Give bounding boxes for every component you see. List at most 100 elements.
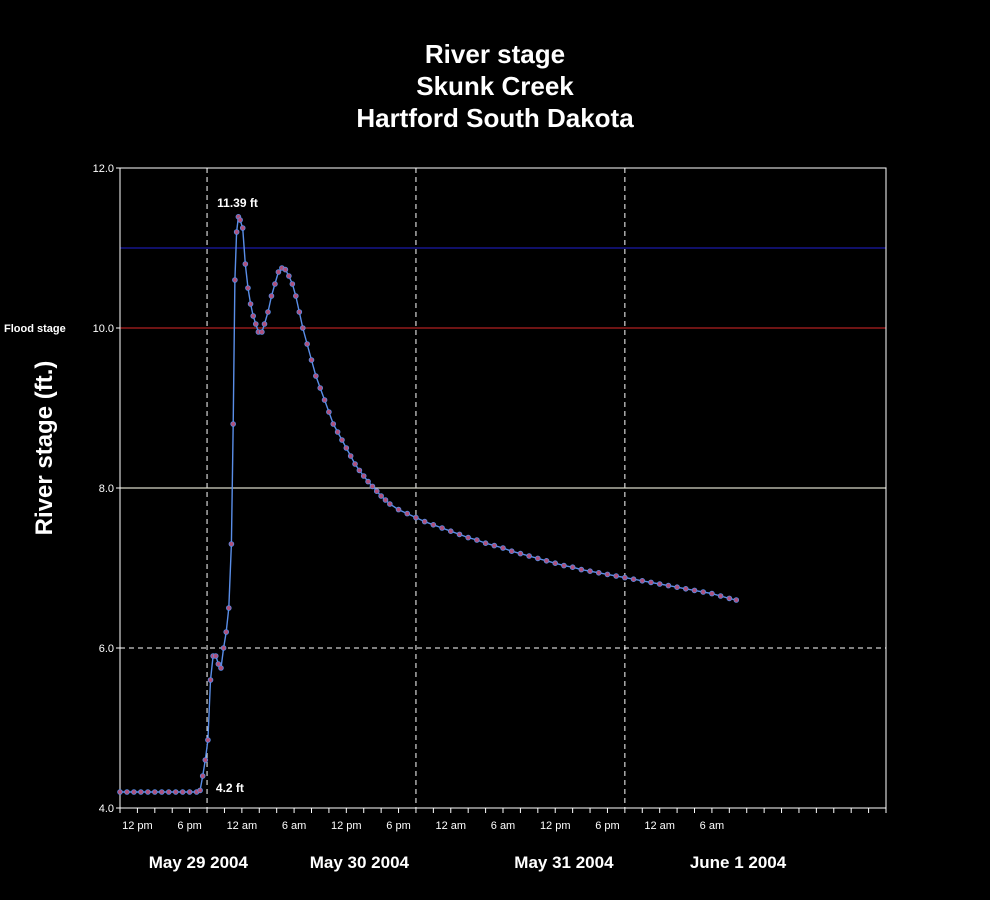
data-point-16	[207, 677, 214, 683]
data-point-58	[339, 437, 345, 443]
x-tick-label-5: 6 pm	[386, 820, 410, 832]
date-labels: May 29 2004 May 30 2004 May 31 2004 June 1 …	[149, 853, 787, 872]
data-point-42	[275, 269, 282, 275]
data-point-70	[395, 506, 402, 513]
data-point-3	[138, 789, 144, 795]
title-line-1: River stage	[424, 39, 566, 69]
data-point-52	[313, 373, 319, 379]
data-point-14	[202, 757, 209, 763]
data-point-53	[317, 385, 324, 391]
data-point-54	[321, 397, 328, 403]
x-tick-label-0: 12 pm	[122, 820, 153, 832]
data-point-27	[233, 229, 240, 235]
data-point-86	[535, 555, 541, 562]
data-point-93	[595, 569, 602, 576]
data-point-67	[378, 493, 384, 499]
data-point-103	[682, 585, 689, 592]
data-point-92	[587, 568, 593, 574]
data-point-90	[569, 564, 576, 570]
data-point-59	[343, 445, 350, 451]
data-point-34	[250, 313, 256, 319]
data-point-65	[369, 483, 376, 490]
data-point-48	[296, 309, 303, 315]
data-point-94	[604, 571, 611, 578]
x-tick-label-11: 6 am	[700, 820, 724, 832]
data-point-10	[186, 789, 193, 795]
data-point-101	[665, 582, 672, 589]
x-tick-label-1: 6 pm	[177, 820, 201, 832]
data-point-109	[733, 597, 740, 603]
data-point-60	[347, 453, 354, 459]
data-point-105	[700, 589, 707, 595]
data-point-6	[158, 789, 165, 795]
data-point-73	[421, 518, 428, 525]
x-tick-label-9: 6 pm	[595, 820, 619, 832]
data-point-21	[220, 645, 227, 651]
data-point-19	[215, 661, 222, 667]
date-label-0: May 29 2004	[149, 853, 249, 872]
annotations: 11.39 ft 4.2 ft	[216, 196, 258, 795]
data-point-87	[543, 557, 550, 564]
data-point-25	[230, 421, 236, 427]
data-point-31	[242, 261, 249, 267]
data-point-97	[630, 576, 637, 582]
data-point-30	[239, 225, 246, 231]
data-point-107	[717, 593, 724, 599]
data-point-12	[197, 787, 203, 794]
data-point-50	[304, 341, 310, 347]
data-point-100	[656, 581, 663, 587]
annotation-1: 4.2 ft	[216, 781, 244, 795]
y-axis-ticks: 4.0 6.0 8.0 10.0 12.0	[93, 163, 120, 815]
data-point-63	[360, 473, 367, 479]
data-point-85	[526, 553, 532, 559]
x-tick-label-4: 12 pm	[331, 820, 362, 832]
data-point-8	[172, 789, 179, 795]
data-point-89	[561, 562, 567, 569]
data-point-56	[330, 421, 337, 427]
data-point-23	[226, 605, 232, 611]
data-point-83	[508, 548, 515, 554]
data-point-24	[228, 541, 235, 547]
data-point-81	[491, 542, 498, 549]
y-tick-label-0: 4.0	[99, 803, 114, 815]
x-tick-label-8: 12 pm	[540, 820, 571, 832]
date-label-1: May 30 2004	[310, 853, 410, 872]
data-point-95	[613, 573, 619, 579]
x-tick-label-7: 6 am	[491, 820, 515, 832]
reference-lines: Flood stage	[4, 247, 886, 489]
data-point-104	[691, 587, 698, 594]
data-point-64	[365, 478, 371, 485]
x-tick-label-10: 12 am	[644, 820, 675, 832]
title-line-3: Hartford South Dakota	[356, 103, 634, 133]
data-point-2	[131, 789, 137, 795]
data-point-26	[232, 277, 238, 283]
data-point-91	[578, 566, 585, 573]
y-tick-label-1: 6.0	[99, 643, 114, 655]
data-point-75	[439, 525, 445, 531]
data-point-39	[265, 309, 271, 315]
chart-title: River stage Skunk Creek Hartford South D…	[0, 38, 990, 134]
data-point-72	[413, 514, 419, 521]
annotation-0: 11.39 ft	[217, 196, 258, 210]
data-point-44	[282, 266, 289, 273]
data-point-68	[382, 497, 389, 503]
data-point-47	[293, 293, 299, 299]
date-label-2: May 31 2004	[514, 853, 614, 872]
data-point-18	[212, 653, 219, 659]
data-point-82	[500, 545, 506, 551]
data-point-4	[145, 789, 151, 795]
data-point-61	[352, 461, 358, 467]
data-point-55	[326, 409, 332, 415]
data-point-98	[639, 577, 646, 584]
title-line-2: Skunk Creek	[416, 71, 574, 101]
data-point-41	[272, 281, 278, 287]
data-point-96	[622, 574, 628, 581]
y-axis-label: River stage (ft.)	[31, 361, 58, 536]
data-point-5	[152, 789, 158, 795]
data-point-40	[268, 293, 275, 299]
data-point-0	[117, 789, 123, 795]
data-point-49	[299, 325, 306, 331]
x-tick-label-2: 12 am	[227, 820, 258, 832]
x-tick-label-6: 12 am	[435, 820, 466, 832]
data-point-29	[237, 217, 243, 223]
